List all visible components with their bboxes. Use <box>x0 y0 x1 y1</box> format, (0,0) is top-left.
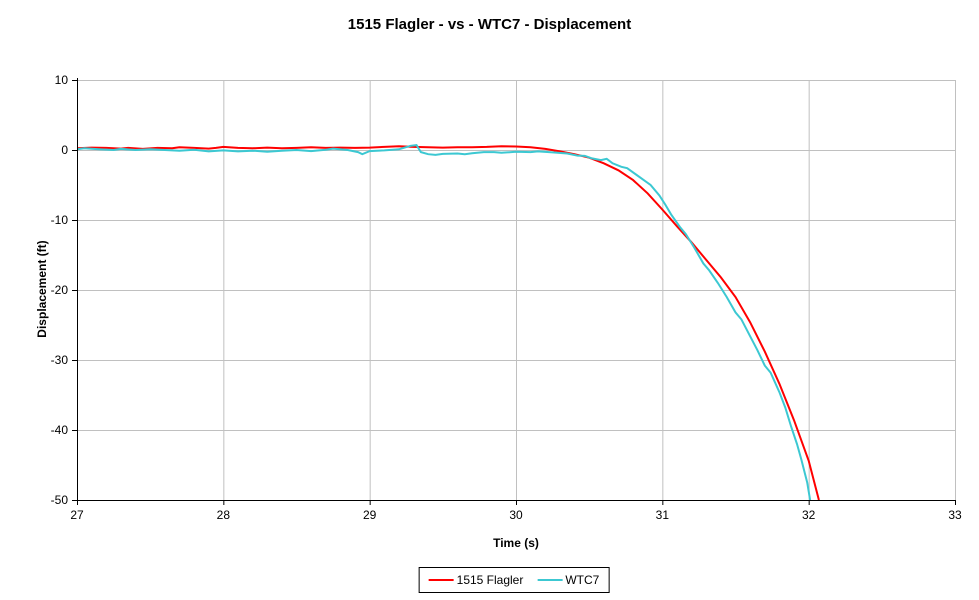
legend-line-swatch-red <box>428 579 454 581</box>
x-tick-label: 33 <box>948 508 962 522</box>
x-tick-label: 31 <box>656 508 670 522</box>
legend-label-wtc7: WTC7 <box>565 573 600 587</box>
x-axis-title: Time (s) <box>493 536 539 550</box>
series-line-1515-flagler <box>77 145 820 501</box>
y-tick-label: 10 <box>55 73 69 87</box>
x-tick-label: 32 <box>802 508 816 522</box>
y-tick-label: -20 <box>51 283 69 297</box>
y-tick-label: -30 <box>51 353 69 367</box>
legend-line-swatch-cyan <box>537 579 563 581</box>
legend-item-wtc7: WTC7 <box>537 573 599 587</box>
y-tick-label: -40 <box>51 423 69 437</box>
x-tick-label: 28 <box>217 508 231 522</box>
x-tick-label: 29 <box>363 508 377 522</box>
legend: 1515 Flagler WTC7 <box>418 567 610 593</box>
legend-item-1515-flagler: 1515 Flagler <box>428 573 524 587</box>
legend-label-1515-flagler: 1515 Flagler <box>456 573 524 587</box>
x-tick-label: 30 <box>509 508 523 522</box>
x-tick-label: 27 <box>70 508 84 522</box>
y-tick-label: 0 <box>61 143 68 157</box>
series-line-wtc7 <box>77 144 812 501</box>
y-tick-label: -10 <box>51 213 69 227</box>
y-tick-label: -50 <box>51 493 69 507</box>
chart-title: 1515 Flagler - vs - WTC7 - Displacement <box>347 16 632 33</box>
